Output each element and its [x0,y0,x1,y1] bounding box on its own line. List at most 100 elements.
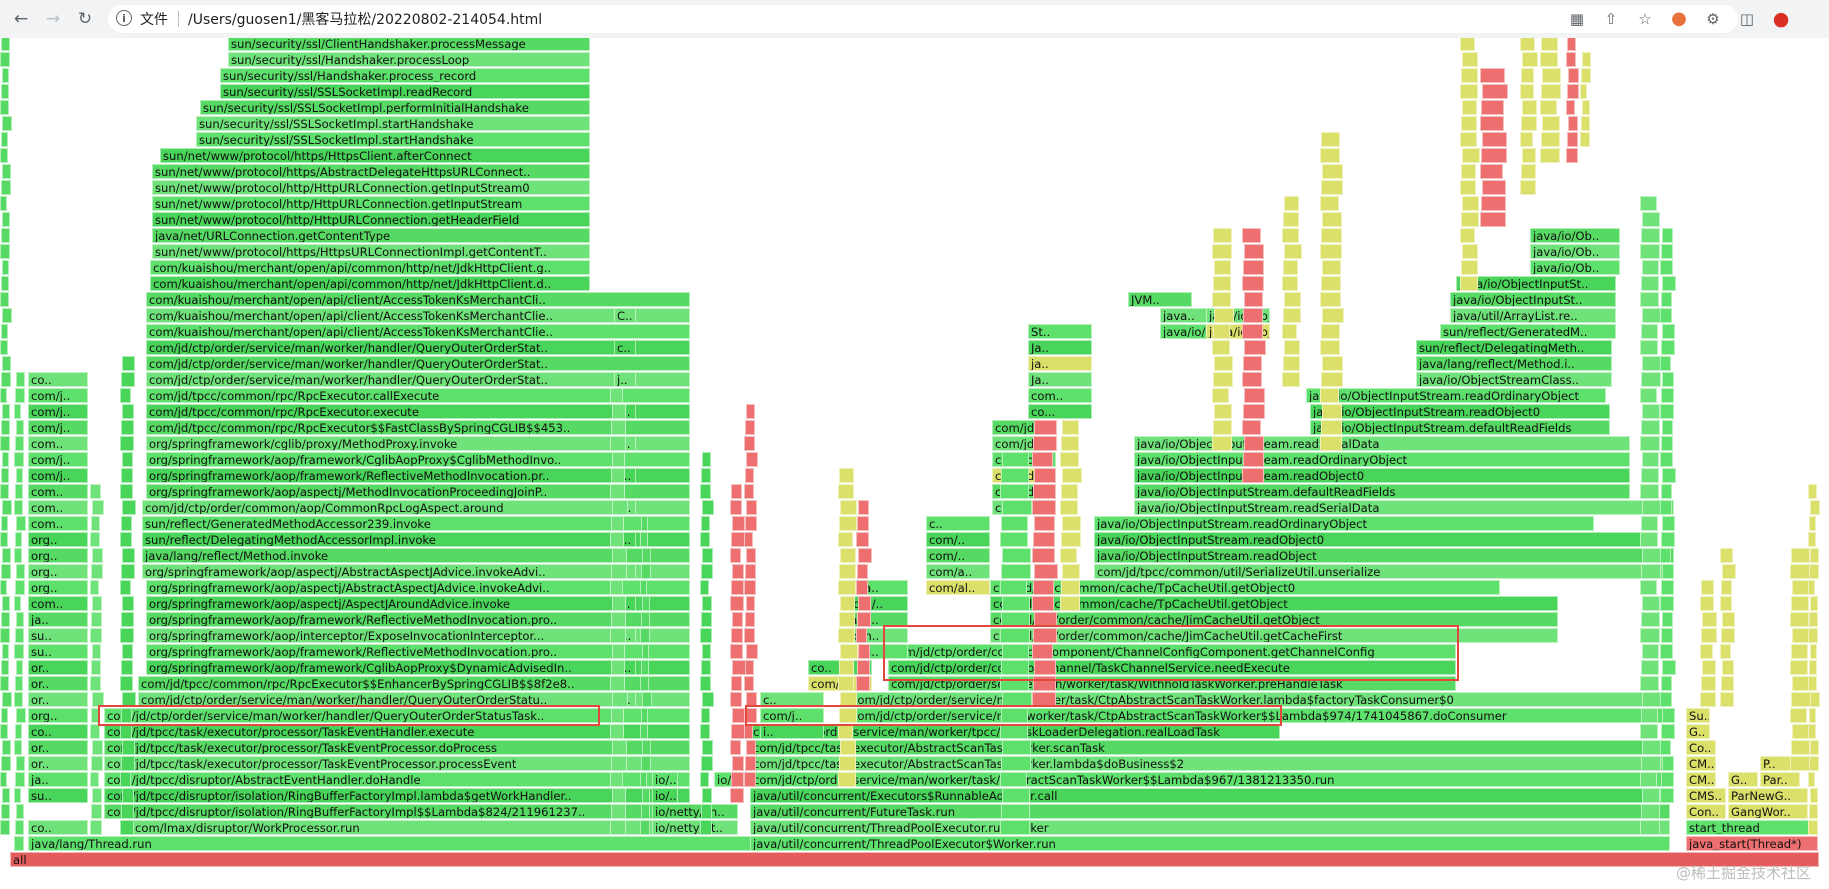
flame-frame-tower[interactable] [612,404,626,419]
flame-frame-tower[interactable] [701,756,713,771]
flame-frame-tower[interactable] [1320,196,1339,211]
flame-frame-tower[interactable] [1212,292,1231,307]
flame-frame-right-31[interactable]: java/lang/reflect/Method.i.. [1416,356,1612,371]
flame-frame-jvm[interactable]: CMS.. [1686,788,1726,803]
flame-frame-tower[interactable] [1521,164,1536,179]
flame-frame-tower[interactable] [91,804,102,819]
flame-frame-tower[interactable] [1,228,10,243]
flame-frame-tower[interactable] [1061,484,1078,499]
flame-frame-tower[interactable] [1000,724,1028,739]
flame-frame-tower[interactable] [122,596,134,611]
flame-frame-tower[interactable] [838,676,854,691]
flame-frame-tower[interactable] [1461,116,1477,131]
flame-frame-tower[interactable] [610,388,623,403]
flame-frame-tower[interactable] [745,516,757,531]
flame-frame-tower[interactable] [2,740,11,755]
flame-frame-tower[interactable] [14,404,21,419]
flame-frame-tower[interactable] [1542,116,1560,131]
flame-frame-tower[interactable] [1641,228,1660,243]
flame-frame-tower[interactable] [14,836,24,851]
flame-frame-tower[interactable] [1001,468,1029,483]
flame-frame-jvm[interactable]: java_start(Thread*) [1686,836,1818,851]
flame-frame-narrow-left[interactable]: com.. [28,500,88,515]
flame-frame-right-37[interactable]: java/io/Ob.. [1530,260,1620,275]
flame-frame-tower[interactable] [0,52,10,67]
flame-frame-tower[interactable] [1321,276,1341,291]
flame-frame-left-20[interactable]: sun/reflect/DelegatingMethodAccessorImpl… [142,532,690,547]
flame-frame-tower[interactable] [0,340,8,355]
flame-frame-tower[interactable] [1320,436,1342,451]
flame-frame-narrow-left[interactable]: org.. [28,564,88,579]
flame-frame-tower[interactable] [1541,84,1561,99]
flame-frame-tower[interactable] [1640,676,1659,691]
flame-frame-tower[interactable] [1002,788,1030,803]
flame-frame-tower[interactable] [0,676,9,691]
flame-frame-left-32[interactable]: com/jd/ctp/order/service/man/worker/hand… [146,340,690,355]
flame-frame-tower[interactable] [640,532,648,547]
flame-frame-tower[interactable] [641,612,650,627]
flame-frame-tower[interactable] [1,756,11,771]
flame-frame-tower[interactable] [610,580,623,595]
flame-frame-tower[interactable] [1641,708,1658,723]
flame-frame-tower[interactable] [1810,740,1819,755]
flame-frame-tower[interactable] [1,804,10,819]
flame-frame-tower[interactable] [1808,724,1816,739]
flame-frame-tower[interactable] [856,580,868,595]
flame-frame-tower[interactable] [1033,484,1056,499]
flame-frame-tower[interactable] [641,516,648,531]
flame-frame-tower[interactable] [1662,420,1673,435]
flame-frame-tower[interactable] [1642,740,1661,755]
flame-frame-tower[interactable] [702,500,714,515]
flame-frame-tower[interactable] [1480,116,1504,131]
flame-frame-narrow-left[interactable]: ja.. [28,772,88,787]
flame-frame-tower[interactable] [0,292,9,307]
flame-frame-tower[interactable] [1791,548,1810,563]
flame-frame-right-12[interactable]: com/jd/ctp/order/common/channel/TaskChan… [888,660,1456,675]
flame-frame-tower[interactable] [1461,260,1478,275]
flame-frame-tower[interactable] [1,660,9,675]
flame-frame-tower[interactable] [1642,500,1662,515]
flame-frame-right-22[interactable]: java/io/ObjectInputStream.readSerialData [1134,500,1674,515]
flame-frame-tower[interactable] [2,644,9,659]
flame-frame-tower[interactable] [1790,612,1809,627]
flame-frame-tower[interactable] [732,660,746,675]
flame-frame-tower[interactable] [1243,404,1265,419]
flame-frame-right-19[interactable]: java/io/ObjectInputStream.readObject [1094,548,1674,563]
flame-frame-right-36[interactable]: java/io/ObjectInputSt.. [1456,276,1616,291]
flame-frame-tower[interactable] [745,564,756,579]
back-arrow-icon[interactable]: ← [13,9,29,29]
flame-frame-tower[interactable] [856,676,870,691]
flame-frame-tower[interactable] [701,516,710,531]
flame-frame-tower[interactable] [840,596,855,611]
flame-frame-jvm[interactable]: Su.. [1686,708,1710,723]
flame-frame-jvm[interactable]: G.. [1728,772,1758,787]
flame-frame-tower[interactable] [1482,84,1508,99]
flame-frame-tower[interactable] [1322,308,1344,323]
flame-frame-tower[interactable] [1,84,9,99]
flame-frame-tower[interactable] [15,724,22,739]
flame-frame-tower[interactable] [1701,676,1716,691]
flame-frame-left-33[interactable]: com/kuaishou/merchant/open/api/client/Ac… [146,324,690,339]
flame-frame-tower[interactable] [90,484,101,499]
flame-frame-tower[interactable] [1808,580,1815,595]
flame-frame-tower[interactable] [14,692,23,707]
flame-frame-tower[interactable] [120,436,134,451]
flame-frame-tower[interactable] [121,468,133,483]
flame-frame-narrow-left[interactable]: com/j.. [28,404,88,419]
flame-frame-narrow-left[interactable]: su.. [28,628,88,643]
flame-frame-tower[interactable] [746,740,756,755]
flame-frame-tower[interactable] [1721,676,1734,691]
flame-frame-tower[interactable] [1002,596,1030,611]
flame-frame-tower[interactable] [731,532,745,547]
flame-frame-tower[interactable] [611,468,625,483]
flame-frame-tower[interactable] [702,548,713,563]
flame-frame-left-39[interactable]: java/net/URLConnection.getContentType [152,228,590,243]
flame-frame-tower[interactable] [1320,292,1341,307]
flame-frame-tower[interactable] [0,628,10,643]
flame-frame-left-44[interactable]: sun/net/www/protocol/https/HttpsClient.a… [160,148,590,163]
flame-frame-tower[interactable] [701,804,712,819]
flame-frame-tower[interactable] [642,644,649,659]
flame-frame-tower[interactable] [2,260,9,275]
flame-frame-tower[interactable] [16,372,25,387]
flame-frame-tower[interactable] [1001,516,1028,531]
